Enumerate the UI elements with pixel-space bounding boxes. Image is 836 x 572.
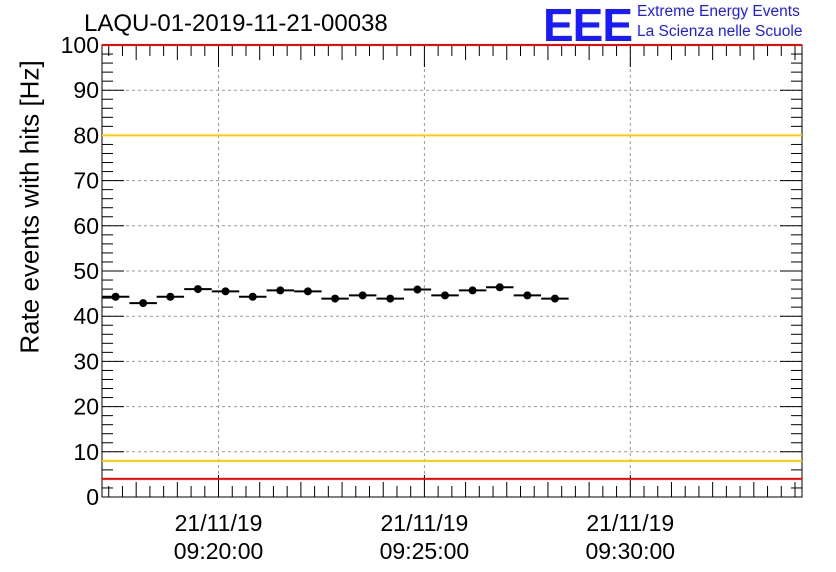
y-tick-label: 20 — [73, 394, 99, 420]
data-point — [139, 299, 148, 308]
logo-text-line1: Extreme Energy Events — [637, 3, 800, 20]
y-tick-label: 100 — [61, 32, 99, 58]
data-point — [276, 286, 285, 295]
logo-text-line2: La Scienza nelle Scuole — [637, 23, 803, 40]
data-point — [550, 294, 559, 303]
y-tick-label: 60 — [73, 213, 99, 239]
x-tick-label-date: 21/11/19 — [175, 510, 263, 536]
y-tick-label: 30 — [73, 348, 99, 374]
data-point — [358, 291, 367, 300]
y-tick-label: 50 — [73, 258, 99, 284]
data-point — [331, 294, 340, 303]
x-tick-label-time: 09:30:00 — [586, 538, 676, 564]
x-tick-label-date: 21/11/19 — [586, 510, 674, 536]
eee-logo-icon: EEE — [543, 0, 633, 51]
data-point — [166, 292, 175, 301]
x-tick-label-date: 21/11/19 — [380, 510, 468, 536]
data-point — [413, 285, 422, 294]
data-point — [523, 291, 532, 300]
data-point — [303, 287, 312, 296]
data-point — [441, 291, 449, 300]
y-tick-label: 90 — [73, 77, 99, 103]
data-point — [111, 292, 120, 301]
y-tick-label: 40 — [73, 303, 99, 329]
data-point — [248, 292, 257, 301]
data-point — [468, 286, 477, 295]
data-point — [386, 294, 395, 303]
y-tick-label: 0 — [86, 484, 99, 510]
y-tick-label: 10 — [73, 439, 99, 465]
x-tick-label-time: 09:20:00 — [174, 538, 264, 564]
data-point — [221, 287, 230, 296]
chart-title: LAQU-01-2019-11-21-00038 — [84, 10, 388, 37]
data-point — [193, 285, 202, 294]
y-tick-label: 80 — [73, 122, 99, 148]
y-tick-label: 70 — [73, 168, 99, 194]
x-tick-label-time: 09:25:00 — [380, 538, 470, 564]
data-point — [495, 283, 504, 292]
